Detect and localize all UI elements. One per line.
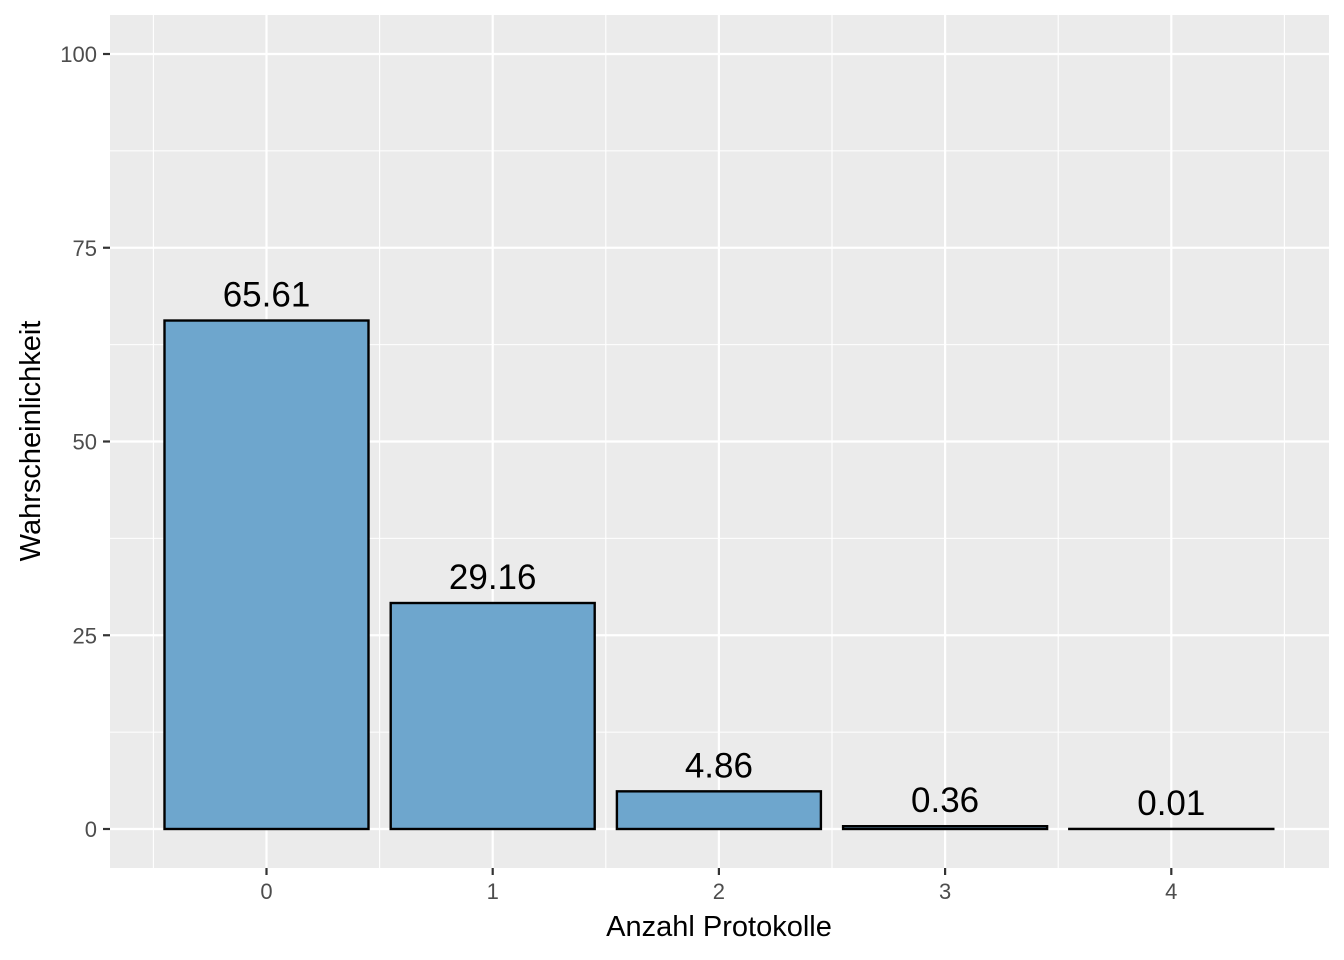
y-tick-label: 75 (73, 236, 97, 261)
bar-value-label: 4.86 (685, 746, 753, 785)
y-tick-label: 0 (85, 817, 97, 842)
bar (615, 790, 823, 831)
y-tick-label: 25 (73, 623, 97, 648)
x-axis: 0 1 2 3 4 (260, 868, 1177, 904)
x-tick-label: 0 (260, 879, 272, 904)
bar-value-label: 29.16 (449, 558, 537, 597)
bar-value-label: 65.61 (223, 276, 311, 315)
bar (389, 601, 596, 831)
bar-value-label: 0.01 (1137, 784, 1205, 823)
y-tick-label: 50 (73, 430, 97, 455)
x-tick-label: 2 (713, 879, 725, 904)
y-axis-title: Wahrscheinlichkeit (15, 321, 47, 562)
x-tick-label: 3 (939, 879, 951, 904)
bar-value-label: 0.36 (911, 781, 979, 820)
y-axis: 0 25 50 75 100 (60, 42, 110, 842)
bar (841, 825, 1049, 831)
x-axis-title: Anzahl Protokolle (606, 911, 832, 943)
y-tick-label: 100 (60, 42, 97, 67)
data-labels: 65.61 29.16 4.86 0.36 0.01 (223, 276, 1206, 823)
bars (163, 319, 1275, 831)
x-tick-label: 1 (487, 879, 499, 904)
bar (163, 319, 370, 831)
x-tick-label: 4 (1165, 879, 1177, 904)
